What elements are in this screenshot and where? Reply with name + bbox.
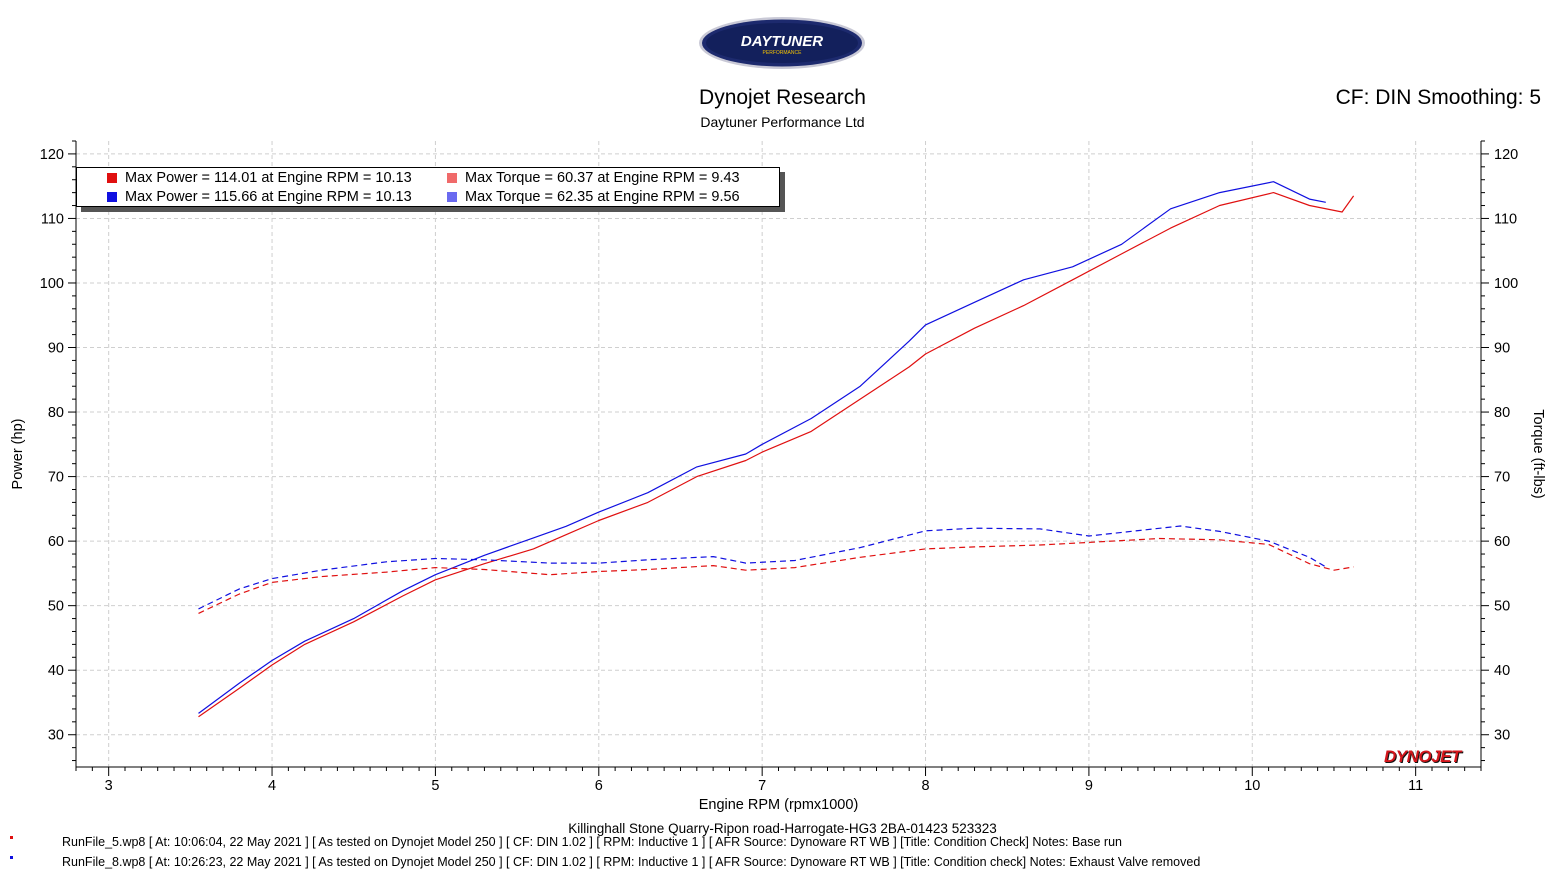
y-tick-label-left: 120 xyxy=(40,147,64,163)
y-tick-label-left: 80 xyxy=(48,405,64,421)
legend-box: Max Power = 114.01 at Engine RPM = 10.13… xyxy=(76,167,780,207)
x-tick-label: 9 xyxy=(1085,778,1093,794)
x-tick-label: 8 xyxy=(921,778,929,794)
run-info-2: RunFile_8.wp8 [ At: 10:26:23, 22 May 202… xyxy=(62,855,1201,869)
run-marker-blue xyxy=(10,856,13,859)
legend-swatch xyxy=(447,173,457,183)
x-tick-label: 3 xyxy=(105,778,113,794)
series-line-2 xyxy=(198,537,1354,614)
dynojet-brand: DYNOJET xyxy=(1384,747,1461,766)
logo-subtext: PERFORMANCE xyxy=(763,50,803,56)
legend-item-blue-torque: Max Torque = 62.35 at Engine RPM = 9.56 xyxy=(447,189,740,206)
run-info-1: RunFile_5.wp8 [ At: 10:06:04, 22 May 202… xyxy=(62,835,1122,849)
series-line-3 xyxy=(198,525,1327,610)
legend-label: Max Torque = 60.37 at Engine RPM = 9.43 xyxy=(465,170,740,186)
x-tick-label: 5 xyxy=(431,778,439,794)
y-axis-title-left: Power (hp) xyxy=(10,419,26,490)
x-tick-label: 10 xyxy=(1244,778,1260,794)
series-line-0 xyxy=(198,192,1355,718)
legend-swatch xyxy=(107,173,117,183)
y-tick-label-right: 40 xyxy=(1494,663,1510,679)
legend-item-red-power: Max Power = 114.01 at Engine RPM = 10.13 xyxy=(107,170,412,187)
settings-label: CF: DIN Smoothing: 5 xyxy=(1335,86,1541,109)
chart-subtitle: Daytuner Performance Ltd xyxy=(700,114,865,130)
x-tick-label: 11 xyxy=(1408,778,1423,794)
y-axis-title-right: Torque (ft-lbs) xyxy=(1530,409,1546,498)
y-tick-label-left: 30 xyxy=(48,728,64,744)
y-tick-label-right: 80 xyxy=(1494,405,1510,421)
x-tick-label: 7 xyxy=(758,778,766,794)
legend-label: Max Power = 115.66 at Engine RPM = 10.13 xyxy=(125,189,412,205)
chart-title: Dynojet Research xyxy=(699,86,866,109)
series-line-1 xyxy=(198,181,1326,714)
y-tick-label-right: 90 xyxy=(1494,341,1510,357)
x-axis-title: Engine RPM (rpmx1000) xyxy=(699,797,859,813)
y-tick-label-right: 60 xyxy=(1494,534,1510,550)
location-text: Killinghall Stone Quarry-Ripon road-Harr… xyxy=(568,821,997,836)
y-tick-label-right: 30 xyxy=(1494,728,1510,744)
y-tick-label-right: 70 xyxy=(1494,470,1510,486)
legend-item-blue-power: Max Power = 115.66 at Engine RPM = 10.13 xyxy=(107,189,412,206)
y-tick-label-left: 40 xyxy=(48,663,64,679)
run-marker-red xyxy=(10,836,13,839)
legend-label: Max Torque = 62.35 at Engine RPM = 9.56 xyxy=(465,189,740,205)
legend-swatch xyxy=(107,192,117,202)
y-tick-label-right: 100 xyxy=(1494,276,1518,292)
y-tick-label-left: 110 xyxy=(41,211,64,227)
y-tick-label-right: 120 xyxy=(1494,147,1518,163)
y-tick-label-left: 100 xyxy=(40,276,64,292)
y-tick-label-right: 110 xyxy=(1494,211,1517,227)
legend-item-red-torque: Max Torque = 60.37 at Engine RPM = 9.43 xyxy=(447,170,740,187)
y-tick-label-left: 70 xyxy=(48,470,64,486)
y-tick-label-left: 50 xyxy=(48,599,64,615)
legend-swatch xyxy=(447,192,457,202)
legend-label: Max Power = 114.01 at Engine RPM = 10.13 xyxy=(125,170,412,186)
y-tick-label-right: 50 xyxy=(1494,599,1510,615)
x-tick-label: 4 xyxy=(268,778,276,794)
y-tick-label-left: 90 xyxy=(48,341,64,357)
y-tick-label-left: 60 xyxy=(48,534,64,550)
x-tick-label: 6 xyxy=(595,778,603,794)
logo-text: DAYTUNER xyxy=(741,33,823,50)
daytuner-logo: DAYTUNER PERFORMANCE xyxy=(699,17,865,69)
plot-area xyxy=(76,141,1481,767)
